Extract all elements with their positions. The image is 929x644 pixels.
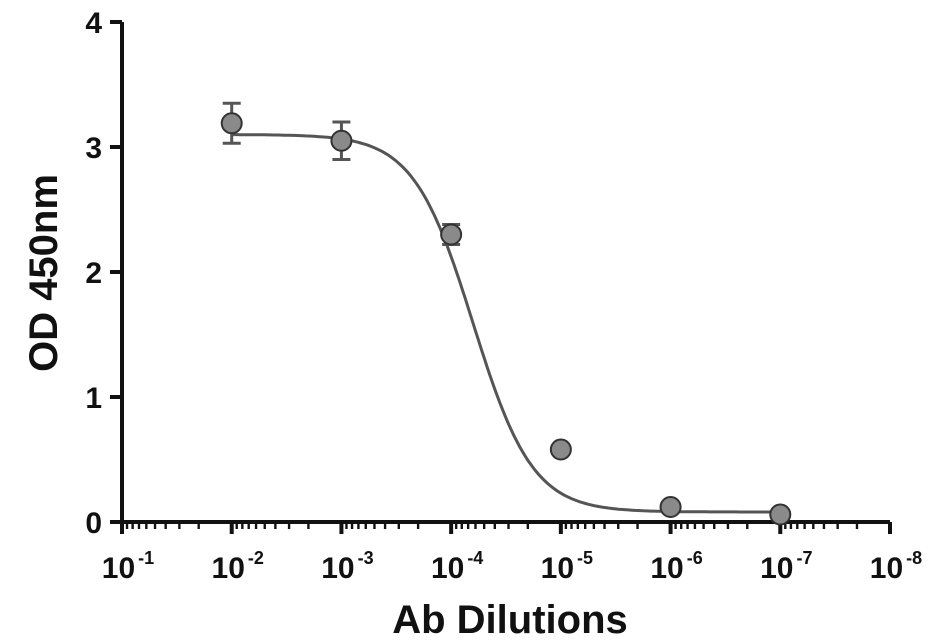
data-point [551, 440, 571, 460]
data-point [222, 113, 242, 133]
fit-curve-layer [232, 135, 781, 512]
data-point [661, 497, 681, 517]
data-point [770, 505, 790, 525]
x-axis-title: Ab Dilutions [392, 598, 628, 642]
data-point-group [331, 122, 351, 160]
data-point-group [770, 505, 790, 525]
x-tick-label: 10-8 [870, 548, 922, 585]
data-point-group [551, 440, 571, 460]
data-point [441, 225, 461, 245]
y-tick-label: 3 [85, 132, 102, 165]
data-point-group [441, 225, 461, 245]
fit-curve [232, 135, 781, 512]
x-tick-label: 10-5 [541, 548, 593, 585]
y-tick-label: 0 [85, 507, 102, 540]
data-point-group [661, 497, 681, 517]
y-tick-label: 1 [85, 382, 102, 415]
x-tick-label: 10-6 [650, 548, 702, 585]
y-tick-label: 2 [85, 257, 102, 290]
data-point [331, 131, 351, 151]
data-point-group [222, 103, 242, 143]
x-tick-label: 10-3 [321, 548, 373, 585]
y-tick-label: 4 [85, 7, 102, 40]
ticks: 0 1 2 3 4 10-1 10-2 10-3 10-4 10-5 10-6 10-7 10-8 [85, 7, 922, 585]
x-tick-label: 10-7 [760, 548, 812, 585]
x-tick-label: 10-1 [102, 548, 154, 585]
axes [122, 22, 890, 522]
x-tick-label: 10-4 [431, 548, 483, 585]
x-tick-label: 10-2 [212, 548, 264, 585]
data-points-layer [222, 103, 791, 524]
y-axis-title: OD 450nm [22, 174, 66, 372]
